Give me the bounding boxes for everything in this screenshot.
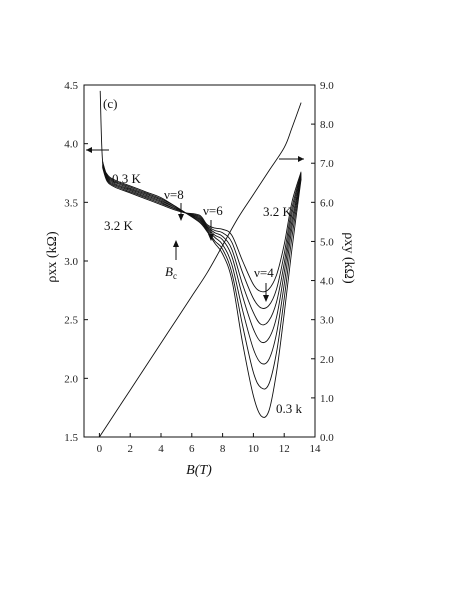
rho-xx-curve-4	[102, 164, 302, 326]
x-tick-label-6: 12	[279, 443, 290, 455]
label-3-2k-left: 3.2 K	[104, 218, 134, 233]
y-right-tick-label-7: 7.0	[320, 158, 334, 170]
panel-label: (c)	[103, 96, 117, 111]
label-0-3k-right: 0.3 k	[276, 401, 303, 416]
label-nu8: ν=8	[164, 187, 184, 202]
label-bc: Bc	[165, 264, 177, 281]
x-tick-label-1: 2	[127, 443, 133, 455]
x-tick-label-5: 10	[248, 443, 260, 455]
y-right-tick-label-9: 9.0	[320, 80, 334, 92]
y-right-tick-label-2: 2.0	[320, 354, 334, 366]
nu6-arrowhead	[208, 234, 214, 241]
rho-xy-series-line	[99, 102, 302, 438]
label-bc-sub: c	[173, 271, 177, 281]
rho-xx-series-group	[99, 90, 302, 418]
y-left-tick-label-5: 4.0	[64, 139, 78, 151]
x-tick-label-4: 8	[220, 443, 226, 455]
rho-xx-curve-0	[99, 90, 302, 418]
right-axis-arrowhead	[298, 156, 304, 162]
label-0-3k-left: 0.3 K	[112, 171, 142, 186]
rho-xx-curve-2	[102, 162, 302, 365]
left-axis-arrowhead	[86, 147, 92, 153]
y-right-tick-label-3: 3.0	[320, 315, 334, 327]
bc-arrowhead	[173, 240, 179, 247]
rho-xx-curve-1	[102, 161, 302, 390]
y-left-tick-label-6: 4.5	[64, 80, 78, 92]
y-right-tick-label-0: 0.0	[320, 432, 334, 444]
x-axis-title: B(T)	[186, 463, 212, 478]
label-3-2k-right: 3.2 K	[263, 204, 293, 219]
rho-xx-curve-3	[102, 163, 302, 344]
x-tick-label-7: 14	[310, 443, 322, 455]
y-axis-title-left: ρxx (kΩ)	[45, 231, 60, 283]
rho-xx-curve-5	[102, 165, 302, 309]
y-right-tick-label-8: 8.0	[320, 119, 334, 131]
label-bc-main: B	[165, 264, 173, 279]
x-tick-label-0: 0	[97, 443, 103, 455]
y-left-tick-label-1: 2.0	[64, 373, 78, 385]
x-tick-label-2: 4	[158, 443, 164, 455]
y-left-tick-label-3: 3.0	[64, 256, 78, 268]
label-nu6: ν=6	[203, 203, 223, 218]
y-left-tick-label-0: 1.5	[64, 432, 78, 444]
ticks-layer: 0 2 4 6 8 10 12 14 1.5 2.0 2.5 3.0 3.5 4.0 4.5 0.0 1.0 2.…	[64, 80, 334, 455]
nu4-arrowhead	[263, 295, 269, 302]
y-right-tick-label-6: 6.0	[320, 197, 334, 209]
rho-xx-curve-6	[102, 166, 302, 293]
y-right-tick-label-5: 5.0	[320, 236, 334, 248]
label-nu4: ν=4	[254, 265, 274, 280]
x-tick-label-3: 6	[189, 443, 195, 455]
y-right-tick-label-1: 1.0	[320, 393, 334, 405]
y-left-tick-label-2: 2.5	[64, 315, 78, 327]
y-axis-title-right: ρxy (kΩ)	[341, 232, 356, 284]
nu8-arrowhead	[178, 214, 184, 221]
y-right-tick-label-4: 4.0	[320, 276, 334, 288]
y-left-tick-label-4: 3.5	[64, 197, 78, 209]
